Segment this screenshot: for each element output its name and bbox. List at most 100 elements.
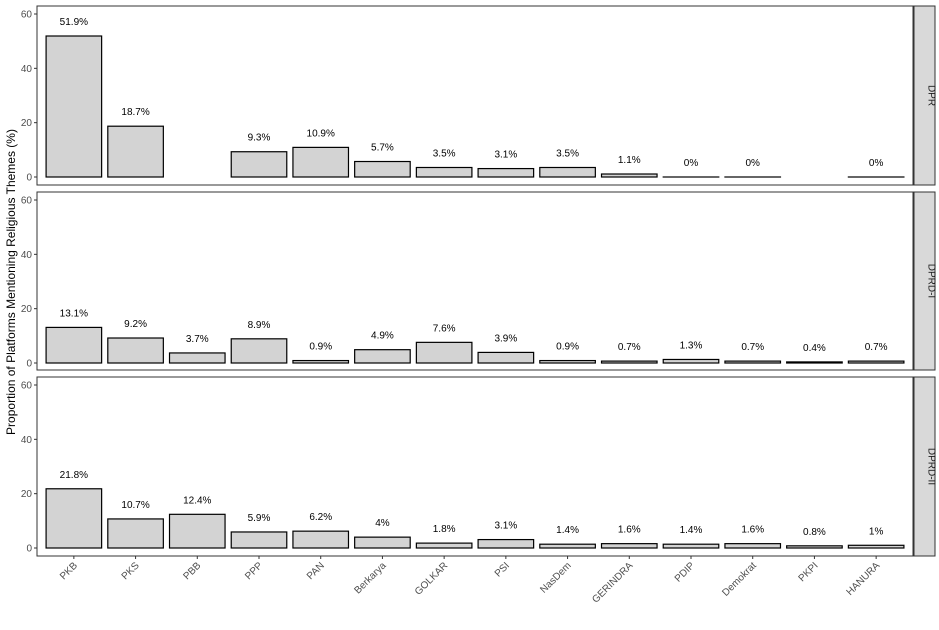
data-label: 0% [869, 158, 884, 169]
x-tick-label: GERINDRA [590, 560, 635, 605]
bar-dprd-ii-pkpi [787, 546, 843, 548]
bar-dprd-i-nasdem [540, 361, 596, 363]
bar-dprd-ii-psi [478, 540, 534, 548]
bar-dprd-i-golkar [416, 342, 472, 363]
bar-dprd-i-pbb [170, 353, 226, 363]
bar-dpr-pks [108, 126, 164, 177]
bar-dpr-psi [478, 169, 534, 177]
data-label: 10.7% [121, 500, 149, 511]
data-label: 0.9% [309, 342, 332, 353]
y-tick-label: 0 [26, 173, 32, 184]
data-label: 9.2% [124, 319, 147, 330]
y-tick-label: 20 [21, 489, 33, 500]
data-label: 0% [745, 158, 760, 169]
data-label: 7.6% [433, 323, 456, 334]
y-tick-label: 0 [26, 544, 32, 555]
data-label: 10.9% [307, 128, 335, 139]
y-tick-label: 40 [21, 250, 33, 261]
data-label: 1.8% [433, 524, 456, 535]
data-label: 9.3% [248, 133, 271, 144]
bar-dprd-i-pkpi [787, 362, 843, 363]
data-label: 5.9% [248, 513, 271, 524]
bar-dprd-ii-pdip [663, 544, 719, 548]
data-label: 18.7% [121, 107, 149, 118]
bar-dprd-ii-pan [293, 531, 349, 548]
bar-dprd-ii-pbb [170, 514, 226, 548]
x-tick-label: Berkarya [352, 560, 388, 596]
data-label: 3.5% [433, 148, 456, 159]
y-tick-label: 60 [21, 196, 33, 207]
bar-dpr-ppp [231, 152, 287, 177]
data-label: 1% [869, 526, 884, 537]
bar-dprd-ii-hanura [848, 545, 904, 548]
data-label: 3.1% [494, 150, 517, 161]
data-label: 3.7% [186, 334, 209, 345]
data-label: 4% [375, 518, 390, 529]
bar-dprd-ii-pks [108, 519, 164, 548]
panel-dpr-frame [37, 6, 913, 185]
bar-dpr-pan [293, 147, 349, 177]
bar-dprd-i-pdip [663, 359, 719, 363]
x-tick-label: PBB [181, 560, 203, 582]
x-tick-label: PDIP [673, 560, 698, 585]
bar-dprd-ii-pkb [46, 489, 102, 548]
data-label: 1.6% [618, 525, 641, 536]
x-tick-label: PKS [120, 560, 142, 582]
data-label: 3.1% [494, 521, 517, 532]
y-tick-label: 60 [21, 381, 33, 392]
y-tick-label: 40 [21, 435, 33, 446]
data-label: 1.4% [556, 525, 579, 536]
data-label: 13.1% [60, 308, 88, 319]
data-label: 21.8% [60, 470, 88, 481]
x-tick-label: Demokrat [720, 560, 759, 599]
bar-dprd-i-pks [108, 338, 164, 363]
bar-dpr-pkb [46, 36, 102, 177]
bar-dprd-i-psi [478, 352, 534, 363]
x-tick-label: PSI [493, 560, 512, 579]
x-tick-label: GOLKAR [413, 560, 450, 597]
data-label: 8.9% [248, 320, 271, 331]
x-tick-label: PKPI [797, 560, 821, 584]
facet-strip-label: DPRD-II [926, 448, 937, 485]
data-label: 0% [684, 158, 699, 169]
bar-dprd-i-gerindra [602, 361, 658, 363]
data-label: 5.7% [371, 143, 394, 154]
data-label: 0.7% [618, 342, 641, 353]
data-label: 6.2% [309, 512, 332, 523]
bar-dprd-ii-gerindra [602, 544, 658, 548]
bar-dprd-i-pkb [46, 327, 102, 363]
bar-dprd-ii-golkar [416, 543, 472, 548]
data-label: 1.1% [618, 155, 641, 166]
bar-dpr-gerindra [602, 174, 658, 177]
data-label: 51.9% [60, 17, 88, 28]
x-tick-label: PAN [305, 560, 327, 582]
data-label: 1.4% [680, 525, 703, 536]
data-label: 0.8% [803, 527, 826, 538]
x-tick-label: PKB [58, 560, 80, 582]
data-label: 0.7% [865, 342, 888, 353]
bar-dpr-berkarya [355, 162, 411, 177]
data-label: 1.6% [741, 525, 764, 536]
bar-dpr-golkar [416, 167, 472, 177]
y-tick-label: 20 [21, 118, 33, 129]
panel-dprd-ii-frame [37, 377, 913, 556]
data-label: 0.9% [556, 342, 579, 353]
y-axis-title: Proportion of Platforms Mentioning Relig… [4, 129, 18, 435]
data-label: 4.9% [371, 331, 394, 342]
y-tick-label: 20 [21, 304, 33, 315]
x-tick-label: PPP [243, 560, 265, 582]
facet-strip-label: DPR [926, 85, 937, 106]
x-tick-label: HANURA [845, 560, 883, 598]
bar-dprd-i-demokrat [725, 361, 781, 363]
bar-dprd-ii-ppp [231, 532, 287, 548]
bar-dprd-ii-demokrat [725, 544, 781, 548]
data-label: 0.4% [803, 343, 826, 354]
y-tick-label: 0 [26, 359, 32, 370]
y-tick-label: 40 [21, 64, 33, 75]
bar-dpr-nasdem [540, 167, 596, 177]
x-tick-label: NasDem [538, 560, 573, 595]
data-label: 1.3% [680, 340, 703, 351]
facet-strip-label: DPRD-I [926, 264, 937, 298]
